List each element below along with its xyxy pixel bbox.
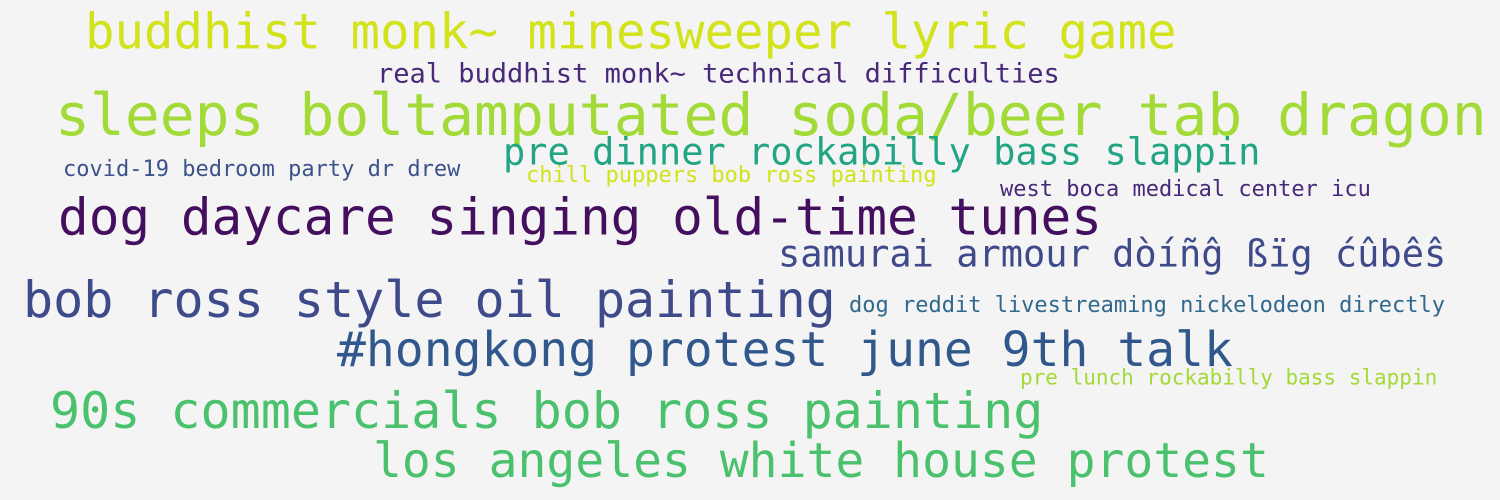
cloud-word: chill puppers bob ross painting: [526, 163, 937, 188]
cloud-word: bob ross style oil painting: [23, 271, 836, 329]
cloud-word: los angeles white house protest: [373, 433, 1269, 489]
cloud-word: samurai armour dòíñĝ ßïg ćûbêŝ: [778, 232, 1447, 276]
cloud-word: pre lunch rockabilly bass slappin: [1020, 365, 1438, 390]
cloud-word: sleeps boltamputated soda/beer tab drago…: [55, 81, 1487, 149]
cloud-word: dog daycare singing old-time tunes: [58, 188, 1102, 248]
cloud-word: real buddhist monk~ technical difficulti…: [377, 58, 1060, 90]
cloud-word: 90s commercials bob ross painting: [50, 382, 1044, 440]
cloud-word: buddhist monk~ minesweeper lyric game: [85, 3, 1177, 61]
cloud-word: pre dinner rockabilly bass slappin: [503, 130, 1261, 174]
cloud-word: west boca medical center icu: [1000, 177, 1371, 202]
cloud-word: dog reddit livestreaming nickelodeon dir…: [849, 293, 1446, 318]
cloud-word: #hongkong protest june 9th talk: [337, 322, 1233, 378]
cloud-word: covid-19 bedroom party dr drew: [63, 157, 461, 182]
